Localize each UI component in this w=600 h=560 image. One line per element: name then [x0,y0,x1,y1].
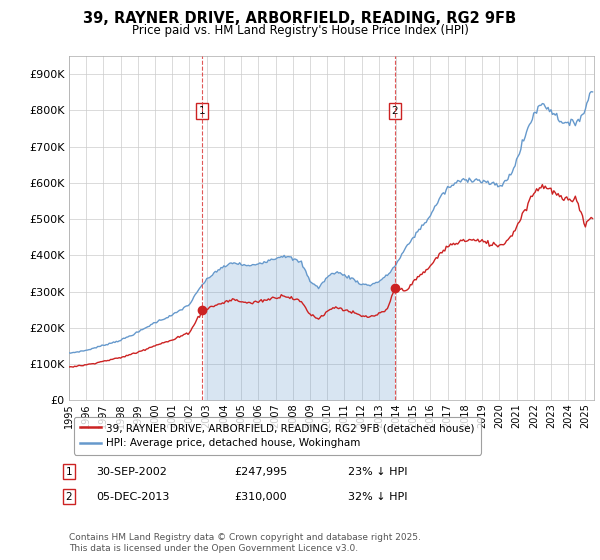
Text: Contains HM Land Registry data © Crown copyright and database right 2025.
This d: Contains HM Land Registry data © Crown c… [69,533,421,553]
Text: 39, RAYNER DRIVE, ARBORFIELD, READING, RG2 9FB: 39, RAYNER DRIVE, ARBORFIELD, READING, R… [83,11,517,26]
Text: 1: 1 [65,466,73,477]
Text: £247,995: £247,995 [234,466,287,477]
Text: £310,000: £310,000 [234,492,287,502]
Text: 1: 1 [199,106,206,116]
Legend: 39, RAYNER DRIVE, ARBORFIELD, READING, RG2 9FB (detached house), HPI: Average pr: 39, RAYNER DRIVE, ARBORFIELD, READING, R… [74,417,481,455]
Text: 2: 2 [65,492,73,502]
Text: 32% ↓ HPI: 32% ↓ HPI [348,492,407,502]
Text: 05-DEC-2013: 05-DEC-2013 [96,492,169,502]
Text: Price paid vs. HM Land Registry's House Price Index (HPI): Price paid vs. HM Land Registry's House … [131,24,469,36]
Text: 2: 2 [391,106,398,116]
Text: 23% ↓ HPI: 23% ↓ HPI [348,466,407,477]
Text: 30-SEP-2002: 30-SEP-2002 [96,466,167,477]
